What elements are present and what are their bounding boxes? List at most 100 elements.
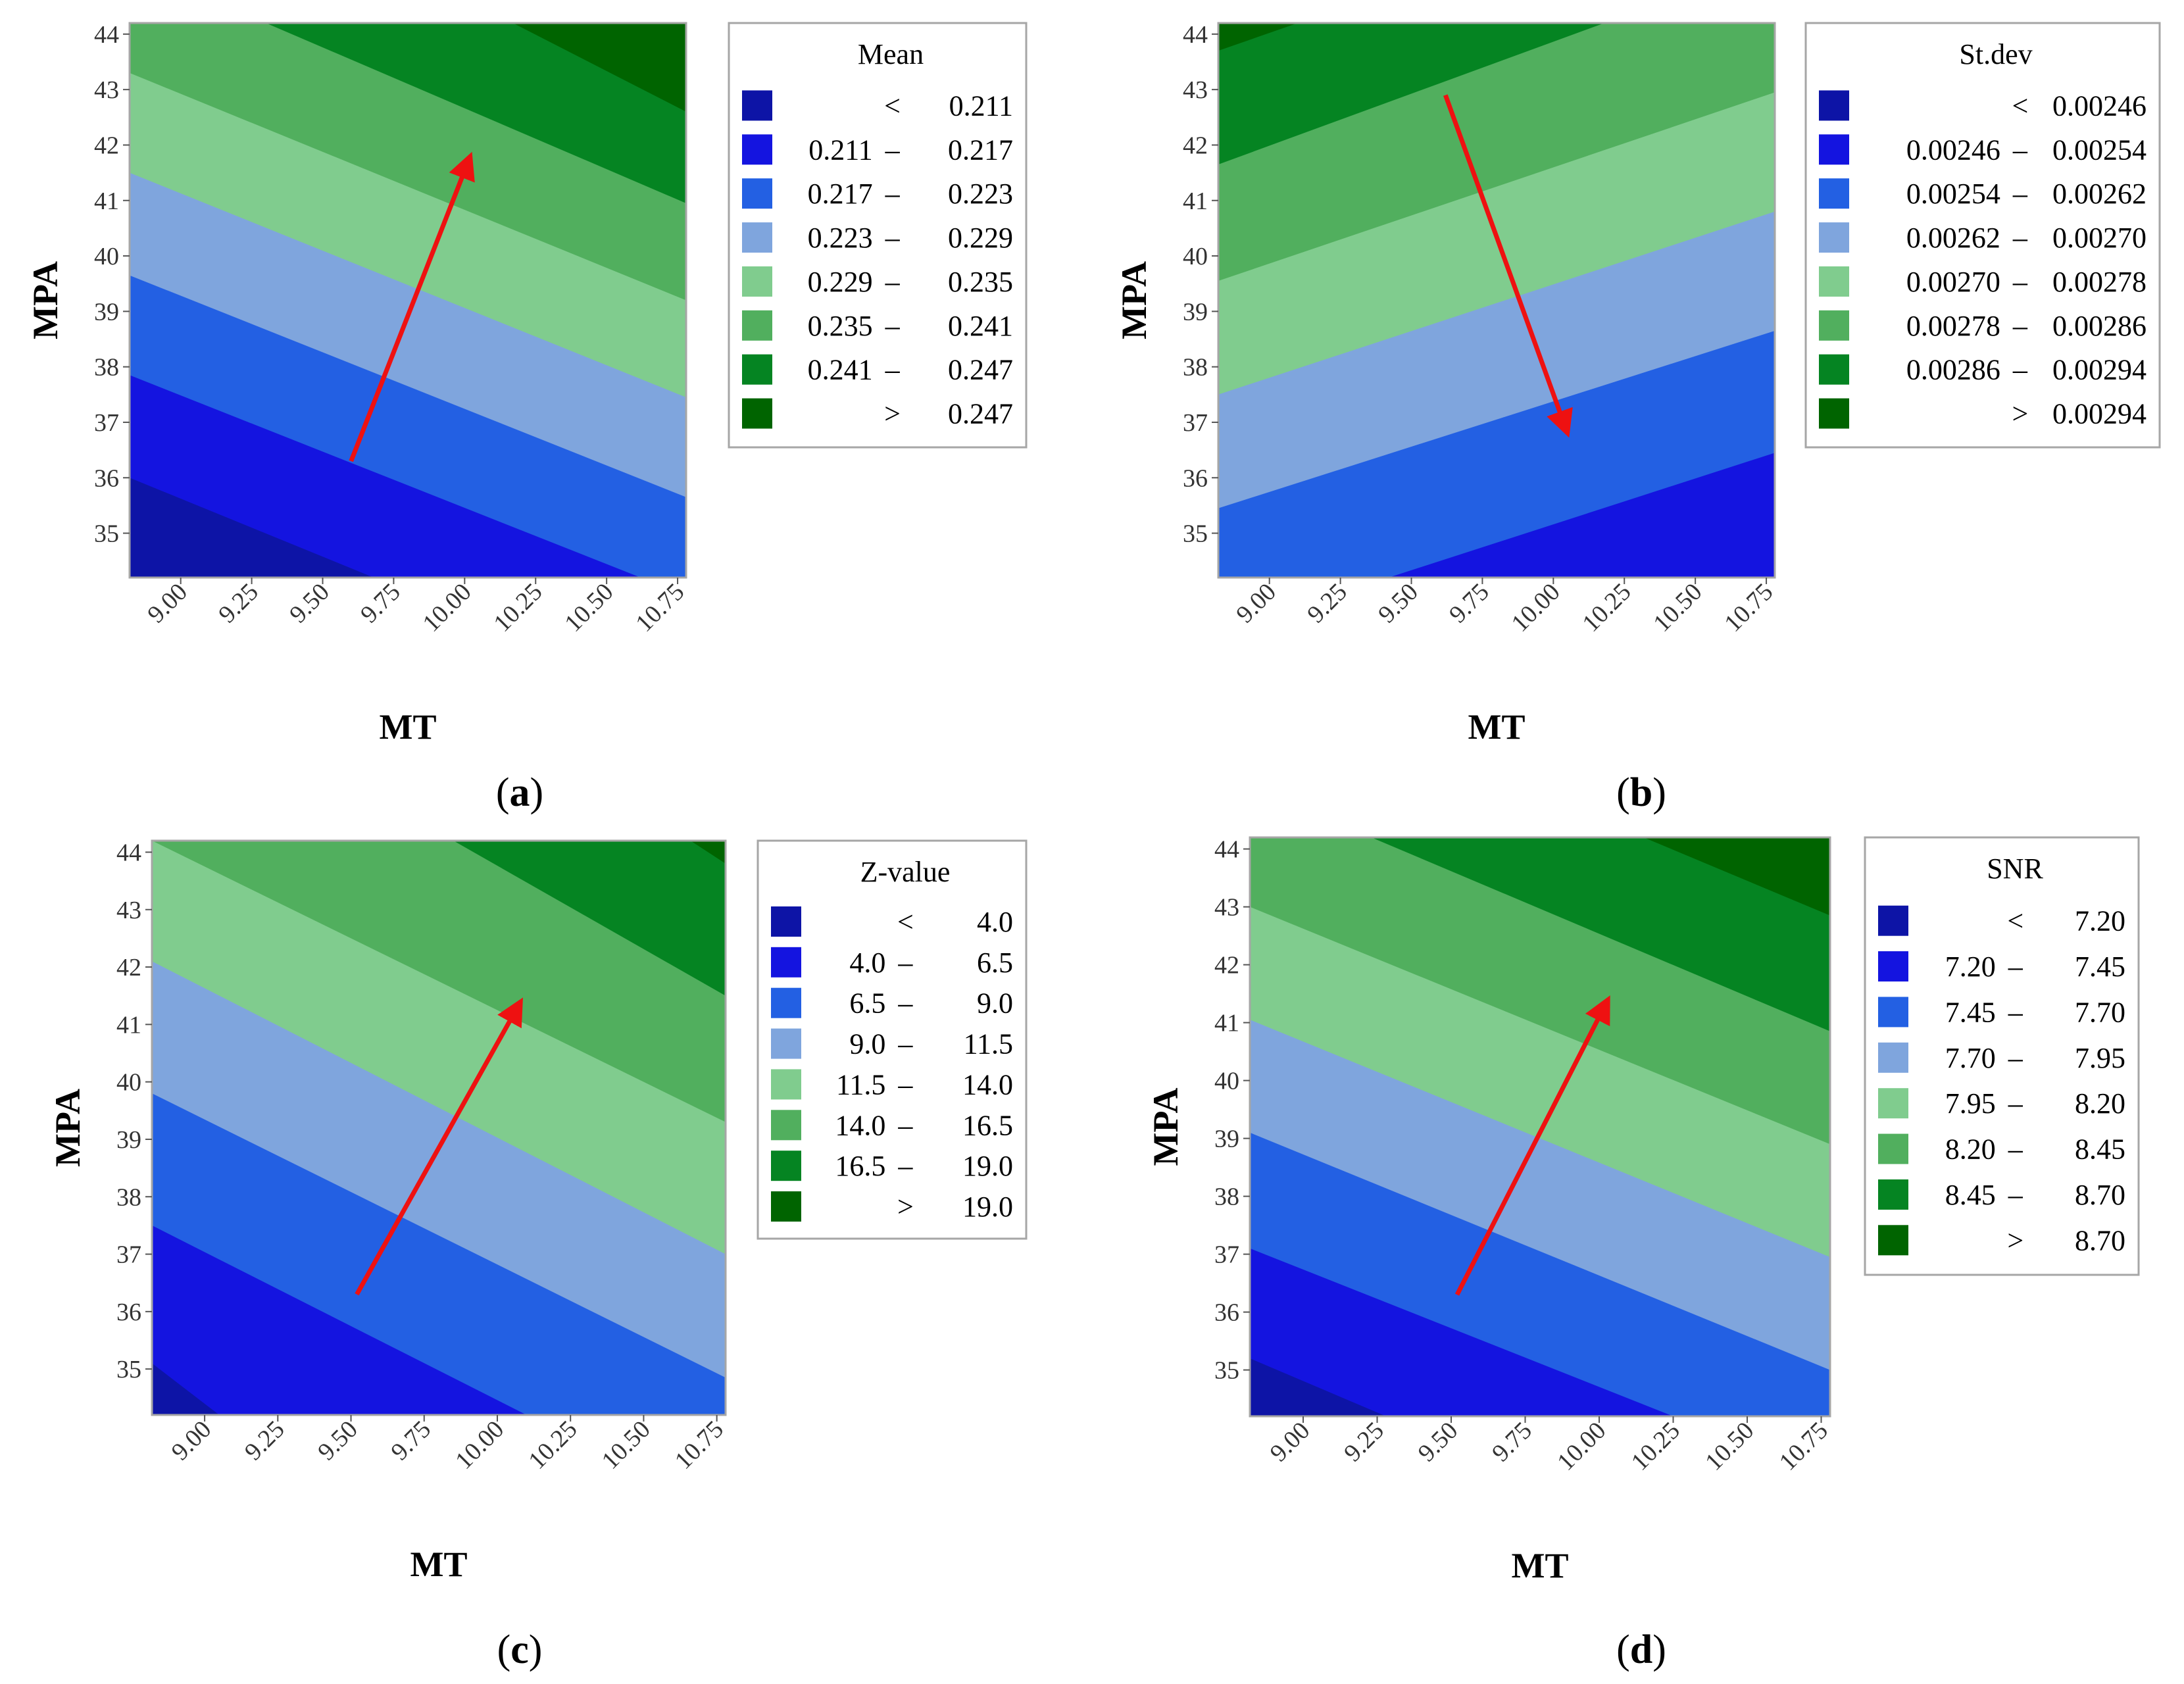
y-axis-title: MPA: [48, 1089, 87, 1167]
x-axis-title: MT: [1468, 707, 1526, 747]
contour-region-c-7: [690, 841, 726, 864]
legend-operator: –: [2008, 1179, 2023, 1211]
legend-operator: –: [2012, 266, 2028, 298]
legend-range-high: 11.5: [964, 1028, 1013, 1060]
legend-range-high: 9.0: [977, 987, 1013, 1020]
legend-range-low: 0.235: [808, 310, 873, 342]
legend-operator: –: [2012, 354, 2028, 386]
legend-range-high: 0.241: [948, 310, 1013, 342]
legend-range-high: 6.5: [977, 947, 1013, 979]
legend-range-low: 8.20: [1945, 1133, 1996, 1166]
legend-operator: –: [2008, 1042, 2023, 1074]
x-axis-title: MT: [1512, 1546, 1569, 1585]
legend-swatch: [742, 90, 772, 121]
y-tick-label: 37: [1183, 409, 1208, 437]
legend-title: SNR: [1987, 853, 2043, 885]
y-axis-title: MPA: [26, 261, 65, 339]
legend-c: Z-value< 4.04.0–6.56.5–9.09.0–11.511.5–14…: [757, 839, 1028, 1240]
legend-range-high: 7.45: [2075, 951, 2125, 983]
legend-range-high: 19.0: [962, 1191, 1013, 1223]
legend-range-high: 7.20: [2075, 905, 2125, 937]
legend-operator: >: [884, 398, 901, 430]
legend-swatch: [771, 906, 801, 937]
legend-range-low: 0.229: [808, 266, 873, 298]
legend-swatch: [1878, 997, 1908, 1028]
y-tick-label: 43: [116, 897, 141, 924]
contour-region-d-7: [1643, 837, 1830, 916]
legend-swatch: [771, 1110, 801, 1141]
y-tick-label: 43: [1214, 894, 1239, 922]
legend-swatch: [742, 222, 772, 253]
y-tick-label: 40: [1214, 1068, 1239, 1095]
legend-range-low: 11.5: [836, 1068, 885, 1101]
legend-range-high: 0.217: [948, 134, 1013, 166]
legend-swatch: [742, 134, 772, 165]
y-tick-label: 38: [1214, 1183, 1239, 1211]
plot-frame: [151, 839, 727, 1416]
legend-range-high: 14.0: [962, 1068, 1013, 1101]
y-tick-label: 44: [1183, 21, 1208, 49]
legend-swatch: [1878, 1042, 1908, 1073]
legend-range-low: 0.00246: [1906, 134, 2000, 166]
legend-swatch: [1819, 354, 1849, 385]
legend-operator: –: [897, 947, 913, 979]
y-tick-label: 35: [94, 520, 119, 548]
legend-range-low: 0.00254: [1906, 178, 2000, 210]
legend-operator: –: [2008, 1133, 2023, 1166]
legend-operator: –: [2012, 222, 2028, 254]
legend-range-high: 0.247: [948, 398, 1013, 430]
legend-swatch: [771, 1151, 801, 1181]
legend-operator: –: [885, 354, 901, 386]
y-tick-label: 38: [94, 354, 119, 382]
legend-range-low: 14.0: [835, 1109, 885, 1141]
panel-label: (d): [1616, 1627, 1666, 1672]
legend-box: [728, 22, 1028, 449]
legend-range-high: 0.00294: [2052, 354, 2147, 386]
plot-frame: [1249, 836, 1831, 1418]
y-tick-label: 35: [1214, 1357, 1239, 1385]
legend-operator: –: [2008, 951, 2023, 983]
contour-region-c-6: [453, 841, 726, 996]
legend-operator: <: [2012, 89, 2028, 122]
legend-swatch: [1878, 1225, 1908, 1256]
legend-swatch: [771, 1028, 801, 1059]
legend-operator: –: [897, 987, 913, 1020]
y-tick-label: 43: [1183, 76, 1208, 104]
legend-swatch: [771, 1191, 801, 1222]
legend-range-high: 8.45: [2075, 1133, 2125, 1166]
legend-operator: <: [897, 906, 914, 938]
legend-operator: –: [2012, 310, 2028, 342]
panel-label: (c): [497, 1627, 543, 1672]
contour-region-b-6: [1218, 23, 1605, 164]
legend-title: Mean: [858, 38, 924, 70]
legend-box: [1804, 22, 2161, 449]
y-tick-label: 40: [116, 1069, 141, 1097]
trend-arrow: [1443, 94, 1573, 438]
y-tick-label: 39: [94, 298, 119, 326]
y-tick-label: 42: [1214, 952, 1239, 979]
legend-swatch: [1819, 398, 1849, 429]
y-tick-label: 39: [1183, 298, 1208, 326]
legend-range-high: 8.70: [2075, 1224, 2125, 1256]
y-tick-label: 36: [116, 1299, 141, 1326]
y-tick-label: 44: [94, 21, 119, 49]
legend-range-low: 8.45: [1945, 1179, 1996, 1211]
legend-range-low: 0.223: [808, 222, 873, 254]
legend-swatch: [771, 947, 801, 978]
legend-range-high: 0.00254: [2052, 134, 2147, 166]
legend-operator: <: [2007, 905, 2023, 937]
legend-swatch: [1878, 1179, 1908, 1210]
trend-arrow: [349, 151, 475, 462]
legend-range-low: 7.95: [1945, 1087, 1996, 1120]
legend-operator: >: [897, 1191, 914, 1223]
legend-operator: –: [885, 266, 901, 298]
legend-operator: –: [897, 1068, 913, 1101]
legend-range-high: 0.00262: [2052, 178, 2147, 210]
y-axis-title: MPA: [1114, 261, 1154, 339]
legend-range-high: 4.0: [977, 906, 1013, 938]
legend-range-low: 6.5: [849, 987, 885, 1020]
